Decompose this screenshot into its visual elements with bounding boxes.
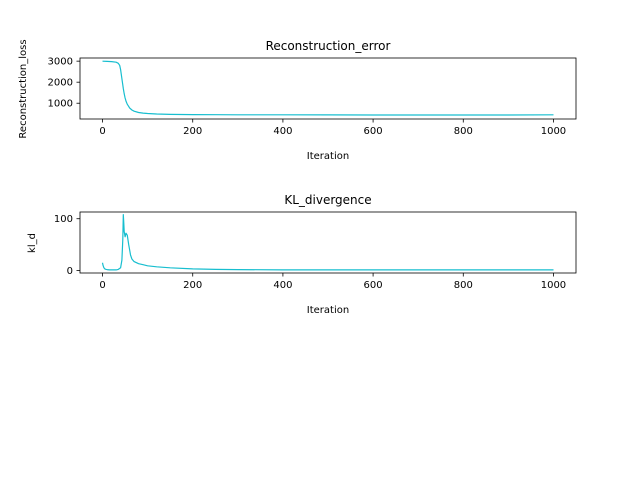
axis-ticks: 0 200 400 600 800 1000 0 100 [54, 214, 566, 291]
x-tick-label: 400 [273, 126, 292, 137]
x-tick-label: 200 [183, 126, 202, 137]
y-axis-label: Reconstruction_loss [18, 39, 29, 138]
series-line [102, 60, 554, 116]
axis-ticks: 0 200 400 600 800 1000 1000 2000 3000 [48, 57, 567, 137]
plot-area [101, 214, 554, 271]
x-tick-label: 800 [454, 280, 473, 291]
x-axis-label: Iteration [307, 151, 349, 162]
x-tick-label: 400 [273, 280, 292, 291]
plot-area [102, 60, 554, 116]
y-tick-label: 3000 [48, 57, 73, 68]
y-tick-label: 0 [67, 266, 73, 277]
chart-title: KL_divergence [284, 193, 371, 207]
y-tick-label: 2000 [48, 78, 73, 89]
y-tick-label: 100 [54, 214, 73, 225]
x-tick-label: 0 [99, 280, 105, 291]
x-tick-label: 1000 [541, 280, 566, 291]
reconstruction-error-chart: Reconstruction_error Iteration Reconstru… [18, 39, 577, 162]
chart-title: Reconstruction_error [266, 39, 391, 53]
axes-frame [79, 211, 577, 274]
x-tick-label: 1000 [541, 126, 566, 137]
x-tick-label: 200 [183, 280, 202, 291]
x-tick-label: 0 [99, 126, 105, 137]
y-tick-label: 1000 [48, 99, 73, 110]
kl-divergence-chart: KL_divergence Iteration kl_d 0 200 400 600 8… [27, 193, 577, 316]
x-axis-label: Iteration [307, 305, 349, 316]
axes-frame [79, 57, 577, 120]
x-tick-label: 600 [364, 126, 383, 137]
y-axis-label: kl_d [27, 233, 38, 253]
series-line [101, 214, 554, 271]
x-tick-label: 800 [454, 126, 473, 137]
x-tick-label: 600 [364, 280, 383, 291]
